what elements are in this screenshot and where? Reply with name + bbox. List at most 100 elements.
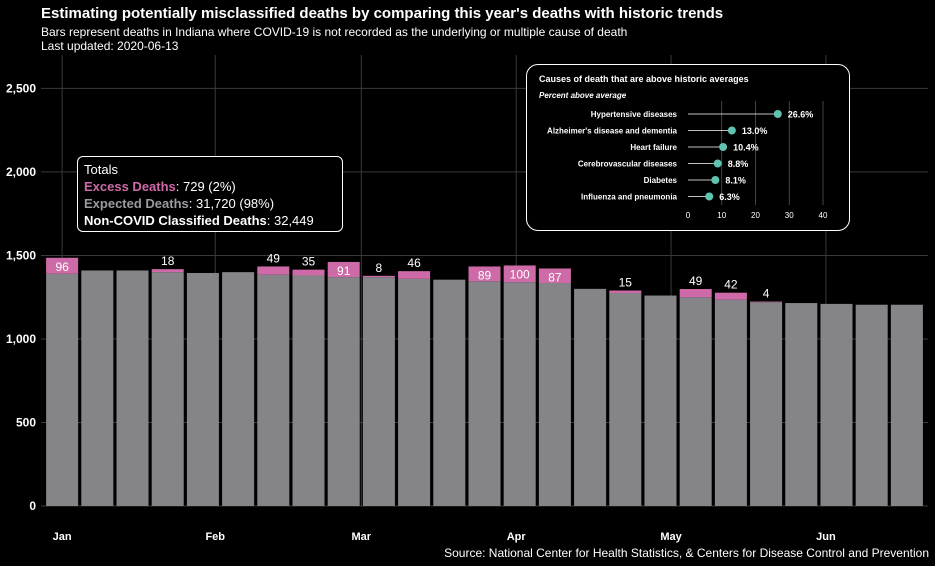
inset-category-label: Influenza and pneumonia: [581, 193, 678, 202]
bar-expected: [81, 270, 114, 506]
totals-excess-row: Excess Deaths: 729 (2%): [84, 178, 336, 195]
bar-expected: [46, 273, 79, 506]
inset-x-tick-label: 10: [717, 211, 726, 220]
inset-dot: [705, 192, 714, 201]
bar-excess: [538, 268, 571, 284]
x-tick-label: Jun: [816, 531, 836, 543]
bar-excess: [292, 269, 325, 276]
bar-data-label: 91: [337, 264, 351, 278]
bar-excess: [503, 265, 536, 283]
inset-category-label: Heart failure: [630, 143, 677, 152]
bar-data-label: 89: [478, 268, 492, 282]
inset-category-label: Cerebrovascular diseases: [578, 160, 678, 169]
bar-expected: [222, 272, 255, 506]
totals-heading: Totals: [84, 162, 118, 177]
x-tick-label: Feb: [205, 531, 225, 543]
inset-category-labels: Hypertensive diseases Alzheimer's disease…: [547, 110, 678, 202]
inset-x-tick-label: 40: [819, 211, 828, 220]
x-tick-label: Apr: [507, 531, 527, 543]
x-tick-label: May: [660, 531, 682, 543]
last-updated: Last updated: 2020-06-13: [41, 39, 179, 53]
bars: [46, 257, 923, 506]
y-axis-ticks: 0 500 1,000 1,500 2,000 2,500: [6, 81, 36, 513]
bar-data-label: 96: [55, 260, 69, 274]
bar-expected: [362, 277, 395, 506]
bar-expected: [186, 272, 219, 506]
excess-value: : 729 (2%): [175, 179, 236, 194]
inset-dot: [727, 126, 736, 135]
bar-excess: [609, 290, 642, 294]
inset-x-ticks: 0 10 20 30 40: [686, 211, 828, 220]
bar-expected: [468, 281, 501, 506]
inset-lollipops: 26.6% 13.0% 10.4% 8.8% 8.1% 6.3%: [688, 110, 814, 202]
bar-expected: [679, 297, 712, 506]
bar-expected: [820, 303, 853, 506]
inset-dot: [713, 159, 722, 168]
y-tick-label: 0: [29, 499, 36, 513]
chart-subtitle: Bars represent deaths in Indiana where C…: [41, 25, 628, 39]
chart-title: Estimating potentially misclassified dea…: [41, 5, 724, 22]
inset-value-label: 8.8%: [728, 159, 749, 169]
bar-data-label: 4: [763, 287, 770, 301]
inset-category-label: Hypertensive diseases: [591, 110, 678, 119]
source-caption: Source: National Center for Health Stati…: [444, 546, 929, 560]
inset-value-label: 10.4%: [733, 143, 759, 153]
inset-value-label: 26.6%: [788, 110, 814, 120]
excess-label: Excess Deaths: [84, 179, 176, 194]
bar-expected: [292, 275, 325, 506]
bar-expected: [890, 304, 923, 506]
totals-legend: Totals Excess Deaths: 729 (2%) Expected …: [77, 156, 343, 232]
inset-x-tick-label: 0: [686, 211, 691, 220]
inset-value-label: 13.0%: [742, 126, 768, 136]
bar-excess: [679, 289, 712, 298]
bar-excess: [750, 301, 783, 303]
bar-data-label: 87: [548, 270, 562, 284]
bar-expected: [327, 277, 360, 506]
inset-category-label: Diabetes: [644, 176, 678, 185]
bar-excess: [714, 292, 747, 300]
bar-expected: [609, 293, 642, 506]
bar-expected: [503, 282, 536, 506]
bar-excess: [151, 269, 184, 273]
y-tick-label: 1,000: [6, 332, 36, 346]
bar-excess: [257, 266, 290, 275]
bar-excess: [46, 257, 79, 274]
bar-excess: [468, 266, 501, 282]
inset-x-tick-label: 20: [751, 211, 760, 220]
inset-x-tick-label: 30: [785, 211, 794, 220]
bar-data-label: 49: [267, 251, 281, 265]
expected-label: Expected Deaths: [84, 196, 189, 211]
inset-category-label: Alzheimer's disease and dementia: [547, 127, 678, 136]
inset-dot: [719, 143, 728, 151]
x-tick-label: Jan: [53, 531, 72, 543]
bar-data-labels: 96 18 49 35 91 8 46 89 100 87 15 49 42 4: [55, 251, 769, 300]
x-axis-ticks: Jan Feb Mar Apr May Jun: [53, 531, 836, 543]
bar-data-label: 42: [724, 278, 738, 292]
inset-grid-lines: [721, 101, 824, 205]
y-tick-label: 500: [16, 415, 36, 429]
bar-data-label: 35: [302, 255, 316, 269]
bar-data-label: 49: [689, 274, 703, 288]
inset-dot: [773, 110, 782, 118]
bar-expected: [714, 299, 747, 506]
bar-data-label: 18: [161, 254, 175, 268]
totals-expected-row: Expected Deaths: 31,720 (98%): [84, 195, 336, 212]
x-tick-label: Mar: [352, 531, 372, 543]
expected-value: : 31,720 (98%): [188, 196, 275, 211]
totals-noncovid-row: Non-COVID Classified Deaths: 32,449: [84, 212, 336, 229]
noncovid-value: : 32,449: [266, 213, 314, 228]
bar-expected: [855, 304, 888, 506]
bar-data-label: 8: [376, 261, 383, 275]
bar-expected: [433, 279, 466, 506]
y-tick-label: 2,000: [6, 165, 36, 179]
inset-dot: [711, 176, 720, 184]
bar-excess: [327, 261, 360, 278]
bar-expected: [644, 295, 677, 506]
bar-expected: [574, 288, 607, 506]
bar-expected: [750, 302, 783, 506]
inset-value-label: 8.1%: [725, 176, 746, 186]
noncovid-label: Non-COVID Classified Deaths: [84, 213, 267, 228]
inset-causes-panel: 0 10 20 30 40 Hypertensive diseases Alzheimer…: [526, 64, 850, 231]
bar-data-label: 46: [407, 256, 421, 270]
